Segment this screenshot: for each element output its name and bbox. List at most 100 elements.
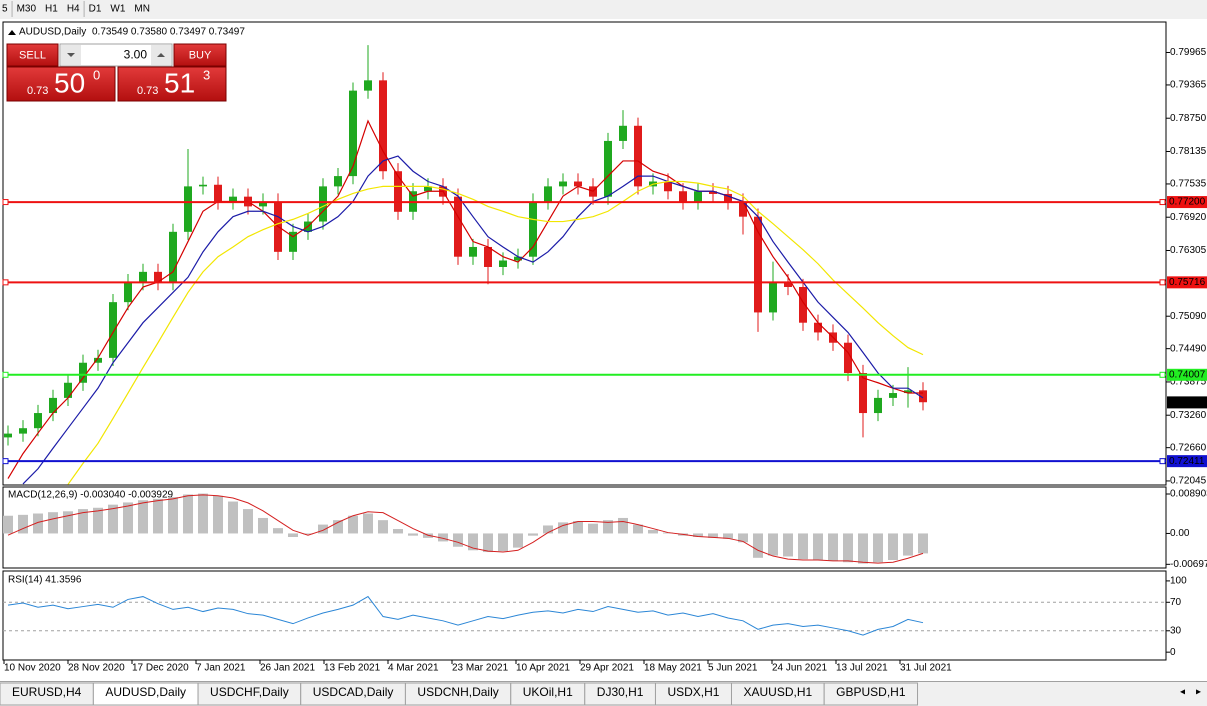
macd-bar bbox=[843, 533, 853, 563]
level-label: 0.77200 bbox=[1169, 197, 1206, 208]
y-tick-label: 0.73875 bbox=[1170, 377, 1207, 388]
candle-body bbox=[499, 260, 507, 267]
macd-bar bbox=[483, 533, 493, 553]
x-tick-label: 29 Apr 2021 bbox=[580, 663, 634, 674]
tab-label[interactable]: UKOil,H1 bbox=[523, 685, 573, 699]
tab-scroll-left[interactable]: ◂ bbox=[1180, 687, 1185, 698]
macd-bar bbox=[18, 514, 28, 534]
timeframe-button[interactable]: H4 bbox=[67, 4, 80, 15]
macd-bar bbox=[78, 509, 88, 534]
quote: 0.73549 0.73580 0.73497 0.73497 bbox=[92, 27, 245, 38]
macd-bar bbox=[903, 533, 913, 556]
level-handle bbox=[1159, 199, 1166, 206]
y-tick-label: 0.76305 bbox=[1170, 245, 1207, 256]
candle-body bbox=[34, 413, 42, 429]
symbol: AUDUSD,Daily bbox=[19, 27, 86, 38]
y-tick-label: 0.72660 bbox=[1170, 442, 1207, 453]
timeframe-button[interactable]: M30 bbox=[17, 4, 37, 15]
macd-bar bbox=[168, 497, 178, 534]
macd-bar bbox=[378, 520, 388, 534]
toolbar bbox=[0, 0, 1207, 19]
macd-bar bbox=[708, 533, 718, 538]
tab-label[interactable]: XAUUSD,H1 bbox=[743, 685, 812, 699]
candle-body bbox=[124, 282, 132, 303]
y-tick-label: 0.00 bbox=[1170, 528, 1190, 539]
lot-value[interactable]: 3.00 bbox=[124, 48, 148, 62]
candle-body bbox=[724, 193, 732, 202]
candle-body bbox=[784, 282, 792, 287]
tab[interactable] bbox=[823, 682, 919, 706]
plot bbox=[3, 493, 928, 564]
candle-body bbox=[469, 246, 477, 257]
macd-bar bbox=[318, 524, 328, 534]
rsi-line bbox=[7, 595, 924, 636]
x-tick-label: 28 Nov 2020 bbox=[68, 663, 125, 674]
x-tick-label: 13 Feb 2021 bbox=[324, 663, 381, 674]
tab-label[interactable]: GBPUSD,H1 bbox=[836, 685, 906, 699]
candle-body bbox=[349, 90, 357, 177]
y-tick-label: 0.78135 bbox=[1170, 146, 1207, 157]
candle-body bbox=[904, 390, 912, 394]
candle-body bbox=[529, 201, 537, 257]
macd-bar bbox=[333, 520, 343, 534]
sell-price-box[interactable] bbox=[6, 66, 116, 102]
macd-bar bbox=[723, 533, 733, 539]
tab-label[interactable]: USDCNH,Daily bbox=[417, 685, 498, 699]
candle-body bbox=[94, 357, 102, 363]
macd-bar bbox=[693, 533, 703, 537]
sell-button[interactable] bbox=[6, 43, 59, 67]
sell-label[interactable]: SELL bbox=[19, 49, 46, 61]
timeframe-button[interactable]: D1 bbox=[89, 4, 102, 15]
macd-signal bbox=[7, 494, 924, 564]
tab-label[interactable]: DJ30,H1 bbox=[597, 685, 644, 699]
candle-body bbox=[169, 231, 177, 283]
level-tag bbox=[1167, 455, 1207, 468]
candle-body bbox=[109, 302, 117, 358]
macd-bar bbox=[513, 533, 523, 548]
candle-body bbox=[79, 362, 87, 383]
rsi-panel bbox=[2, 570, 1167, 661]
timeframe-button[interactable]: 5 bbox=[2, 4, 8, 15]
candle-body bbox=[214, 184, 222, 202]
buy-price-box[interactable] bbox=[117, 66, 227, 102]
y-tick-label: 100 bbox=[1170, 576, 1187, 587]
candle-body bbox=[544, 186, 552, 202]
tab-label[interactable]: AUDUSD,Daily bbox=[105, 685, 186, 699]
tab-label[interactable]: EURUSD,H4 bbox=[12, 685, 82, 699]
macd-bar bbox=[603, 520, 613, 534]
collapse-icon[interactable] bbox=[8, 30, 16, 35]
tab-label[interactable]: USDCAD,Daily bbox=[313, 685, 394, 699]
x-tick-label: 10 Nov 2020 bbox=[4, 663, 61, 674]
macd-bar bbox=[753, 533, 763, 558]
lot-input[interactable] bbox=[59, 43, 173, 67]
macd-bar bbox=[618, 517, 628, 534]
tab-label[interactable]: USDX,H1 bbox=[667, 685, 719, 699]
y-tick-label: 30 bbox=[1170, 625, 1182, 636]
tab-scroll-right[interactable]: ▸ bbox=[1196, 687, 1201, 698]
candle-body bbox=[769, 282, 777, 313]
macd-bar bbox=[3, 515, 13, 534]
macd-bar bbox=[648, 529, 658, 534]
buy-label[interactable]: BUY bbox=[189, 49, 212, 61]
y-tick-label: 0 bbox=[1170, 647, 1176, 658]
timeframe-button[interactable]: MN bbox=[134, 4, 150, 15]
timeframe-button[interactable]: H1 bbox=[45, 4, 58, 15]
macd-bar bbox=[288, 533, 298, 537]
tab-label[interactable]: USDCHF,Daily bbox=[210, 685, 289, 699]
timeframe-button[interactable]: W1 bbox=[110, 4, 125, 15]
last-price-tag bbox=[1167, 396, 1207, 409]
macd-bar bbox=[738, 533, 748, 543]
macd-bar bbox=[213, 495, 223, 534]
macd-bar bbox=[858, 533, 868, 564]
y-tick-label: 70 bbox=[1170, 597, 1182, 608]
macd-bar bbox=[453, 533, 463, 547]
x-tick-label: 7 Jan 2021 bbox=[196, 663, 246, 674]
buy-button[interactable] bbox=[173, 43, 227, 67]
x-tick-label: 10 Apr 2021 bbox=[516, 663, 570, 674]
level-handle bbox=[2, 199, 9, 206]
macd-bar bbox=[303, 533, 313, 535]
candle-body bbox=[694, 191, 702, 202]
macd-title: MACD(12,26,9) -0.003040 -0.003929 bbox=[8, 490, 174, 501]
x-tick-label: 4 Mar 2021 bbox=[388, 663, 439, 674]
